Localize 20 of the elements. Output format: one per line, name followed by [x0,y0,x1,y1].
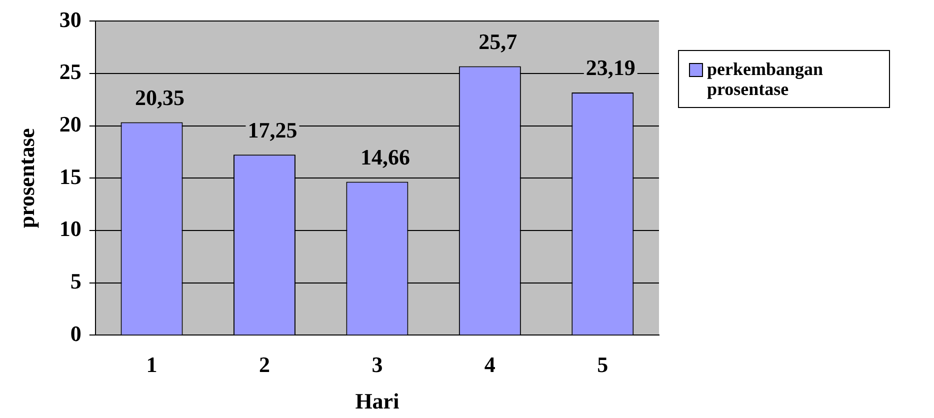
y-axis-title: prosentase [14,128,39,228]
x-tick-label: 4 [484,352,496,378]
y-tick-label: 10 [59,216,82,242]
data-label: 23,19 [586,55,636,80]
data-label: 20,35 [135,84,185,110]
y-tick-label: 0 [70,320,82,346]
y-tick-label: 5 [70,268,82,294]
data-label: 14,66 [360,144,410,170]
x-tick-label: 3 [372,352,383,378]
x-tick-label: 1 [146,352,158,378]
y-tick-label: 30 [59,6,82,32]
data-label: 25,7 [478,28,518,54]
x-tick-label: 5 [597,352,608,378]
y-tick-label: 25 [59,59,82,84]
y-tick-label: 20 [59,112,82,137]
x-axis-title: Hari [355,388,400,414]
data-label: 17,25 [248,117,298,142]
y-tick-label: 15 [59,164,82,189]
legend-label: perkembangan prosentase [707,59,824,99]
x-tick-label: 2 [258,352,270,378]
